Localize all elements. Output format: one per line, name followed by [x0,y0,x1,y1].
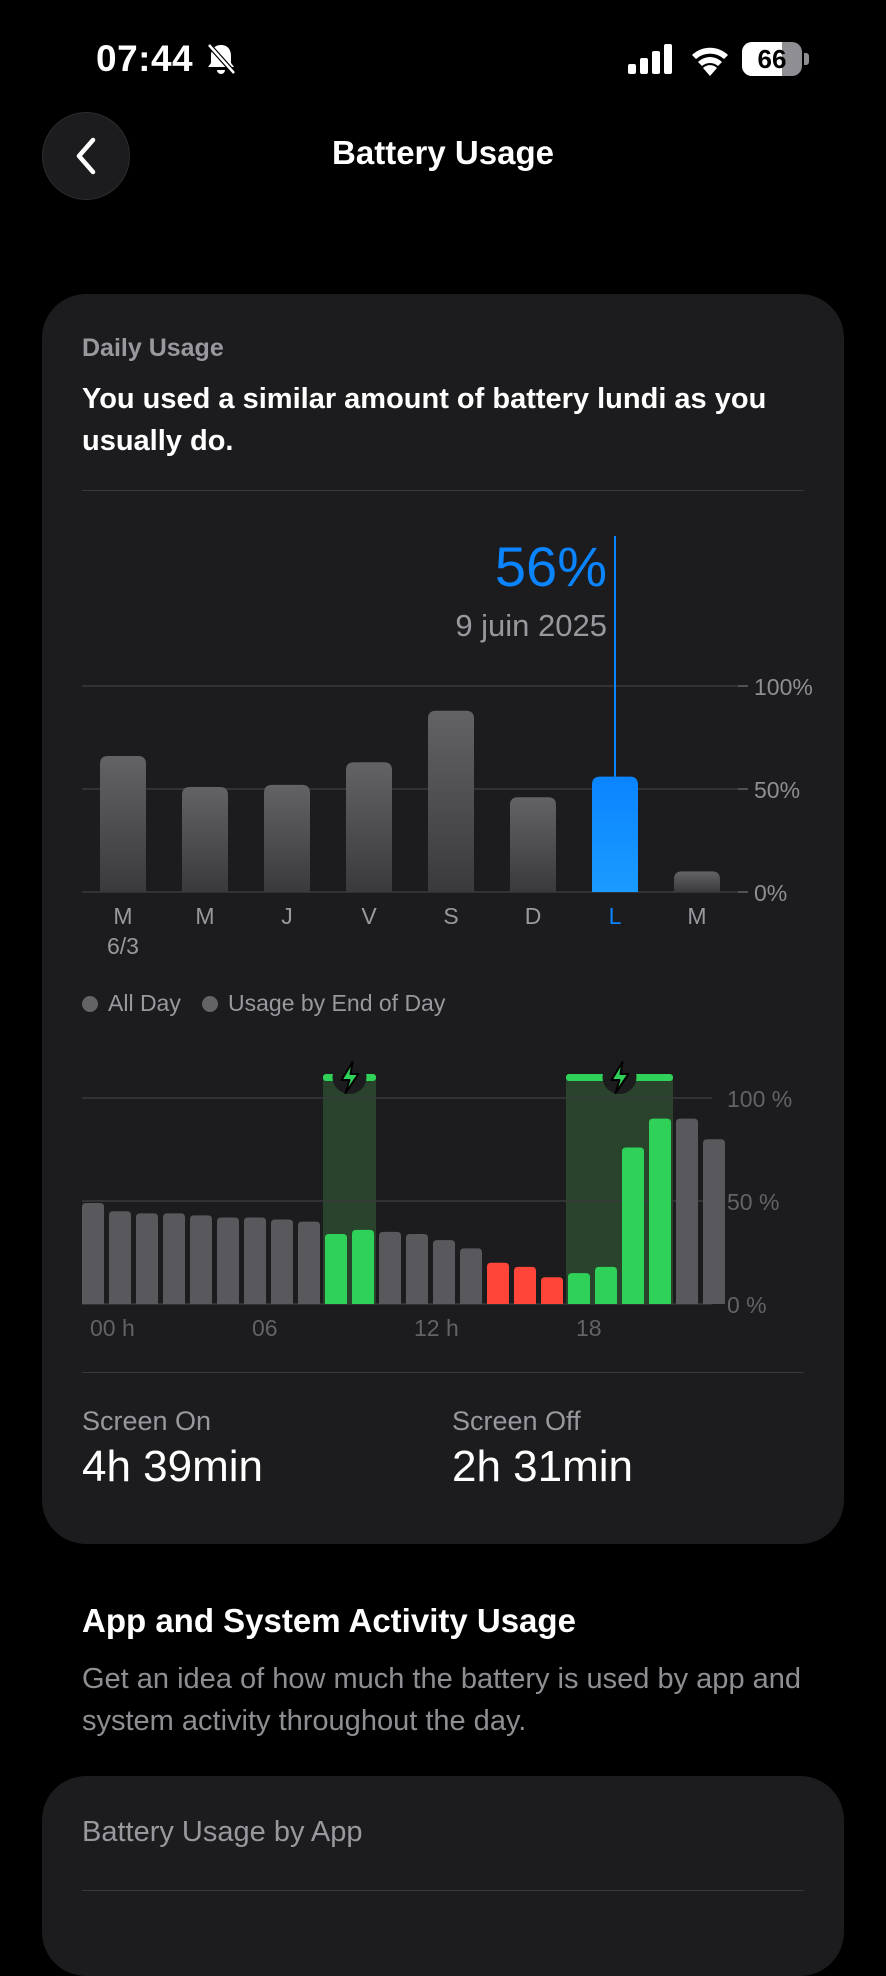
wifi-icon [692,47,728,76]
legend-all-day-label: All Day [108,990,181,1016]
hour-bar [379,1231,401,1304]
x-tick-label: 12 h [414,1315,459,1341]
hour-bar [676,1118,698,1304]
selected-day-bar [592,776,638,892]
battery-usage-by-app-card[interactable] [42,1776,844,1976]
daily-usage-label: Daily Usage [82,334,224,362]
divider [82,1890,804,1891]
divider [82,1372,804,1373]
hour-bar [622,1147,644,1304]
hour-bar [217,1217,239,1304]
hour-bar [352,1229,374,1304]
hour-bar [271,1219,293,1304]
hour-bar [190,1215,212,1304]
silent-bell-icon [207,43,236,75]
page-title: Battery Usage [332,134,554,171]
hour-bar [703,1139,725,1304]
x-tick-label: D [525,903,542,929]
daily-bar-chart: 100% 50% 0% M 6/3 M J V S D L M 56% 9 juin 2025 [82,535,813,959]
lightning-icon [610,1061,630,1094]
y-tick-label: 100% [754,674,813,700]
hour-bar [163,1213,185,1304]
day-bar [264,784,310,892]
daily-usage-card [42,294,844,1544]
hour-bar [487,1262,509,1304]
battery-indicator: 66 [742,42,810,76]
y-tick-label: 0 % [727,1292,767,1318]
day-bar [674,871,720,892]
battery-usage-by-app-title: Battery Usage by App [82,1816,363,1848]
y-tick-label: 0% [754,880,787,906]
hour-bar [82,1203,104,1304]
hour-bar [406,1233,428,1304]
hour-bar [541,1277,563,1304]
status-time: 07:44 [96,38,194,79]
screen-off-value: 2h 31min [452,1442,634,1491]
back-button[interactable] [42,112,130,200]
day-bar [346,762,392,892]
day-bar [428,710,474,892]
hour-bar [136,1213,158,1304]
hourly-bar-chart: 100 % 50 % 0 % 00 h 06 12 h 18 [82,1060,792,1341]
selected-value: 56% [495,535,607,598]
activity-section-title: App and System Activity Usage [82,1602,576,1639]
hour-bar [433,1240,455,1304]
daily-usage-charts: 100% 50% 0% M 6/3 M J V S D L M 56% 9 juin 2025 100 %… [82,535,813,1341]
x-tick-label: M [113,903,132,929]
x-tick-label: V [361,903,377,929]
legend-end-of-day-label: Usage by End of Day [228,990,446,1016]
battery-percent: 66 [757,44,787,74]
hour-bar [649,1118,671,1304]
y-tick-label: 100 % [727,1086,792,1112]
x-tick-label: J [281,903,293,929]
y-tick-label: 50 % [727,1189,779,1215]
x-tick-label: M [195,903,214,929]
lightning-icon [340,1061,360,1094]
screen-on-label: Screen On [82,1406,212,1436]
hour-bar [514,1266,536,1304]
x-tick-label: S [443,903,458,929]
daily-usage-summary: You used a similar amount of battery lun… [82,383,767,457]
hour-bar [298,1221,320,1304]
y-tick-label: 50% [754,777,800,803]
divider [82,490,804,491]
hour-bar [244,1217,266,1304]
day-bar [182,786,228,892]
x-tick-label: 00 h [90,1315,135,1341]
x-tick-sublabel: 6/3 [107,933,139,959]
hour-bar [109,1211,131,1304]
hour-bar [595,1266,617,1304]
cellular-signal-icon [628,44,672,74]
battery-fill [742,42,782,76]
selected-date: 9 juin 2025 [455,608,607,643]
day-bar [510,797,556,892]
chevron-left-icon [76,137,96,175]
hour-bar [460,1248,482,1304]
legend-all-day[interactable]: All Day [82,990,181,1017]
x-tick-label: M [687,903,706,929]
legend-end-of-day[interactable]: Usage by End of Day [202,990,445,1017]
hour-bar [325,1233,347,1304]
screen-on-value: 4h 39min [82,1442,264,1491]
x-tick-label: 18 [576,1315,602,1341]
x-tick-label: 06 [252,1315,278,1341]
x-tick-label: L [609,903,622,929]
screen-off-label: Screen Off [452,1406,581,1436]
activity-section-description: Get an idea of how much the battery is u… [82,1663,802,1737]
day-bar [100,756,146,892]
hour-bar [568,1273,590,1304]
